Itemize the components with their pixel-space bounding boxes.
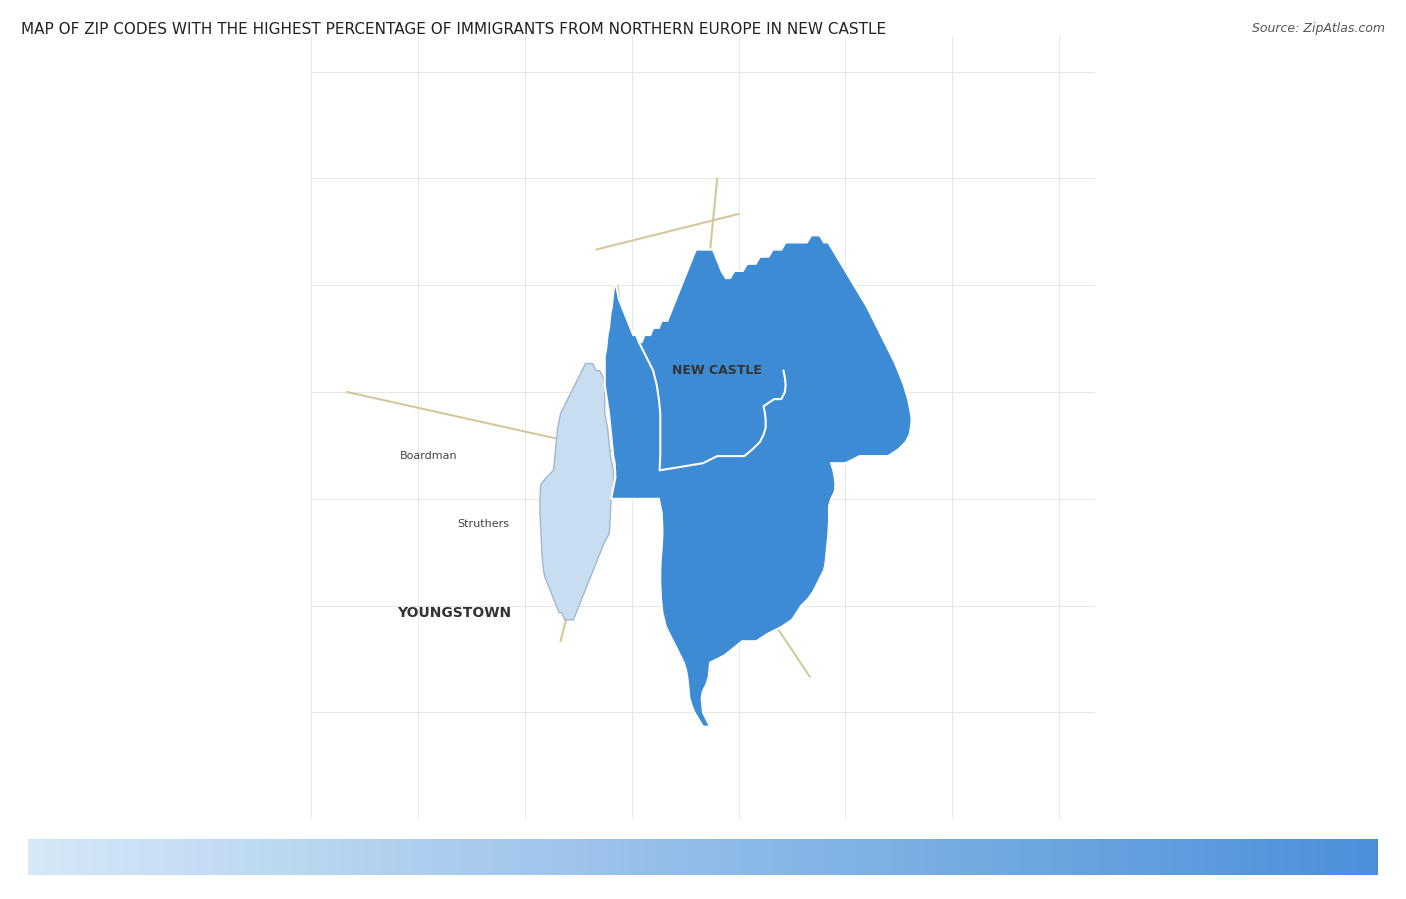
Polygon shape [605, 236, 911, 726]
Polygon shape [540, 363, 614, 620]
Text: Boardman: Boardman [401, 451, 458, 461]
Text: NEW CASTLE: NEW CASTLE [672, 364, 762, 378]
Text: Struthers: Struthers [457, 519, 509, 529]
Text: YOUNGSTOWN: YOUNGSTOWN [396, 606, 510, 619]
Text: Source: ZipAtlas.com: Source: ZipAtlas.com [1251, 22, 1385, 35]
Text: MAP OF ZIP CODES WITH THE HIGHEST PERCENTAGE OF IMMIGRANTS FROM NORTHERN EUROPE : MAP OF ZIP CODES WITH THE HIGHEST PERCEN… [21, 22, 886, 38]
